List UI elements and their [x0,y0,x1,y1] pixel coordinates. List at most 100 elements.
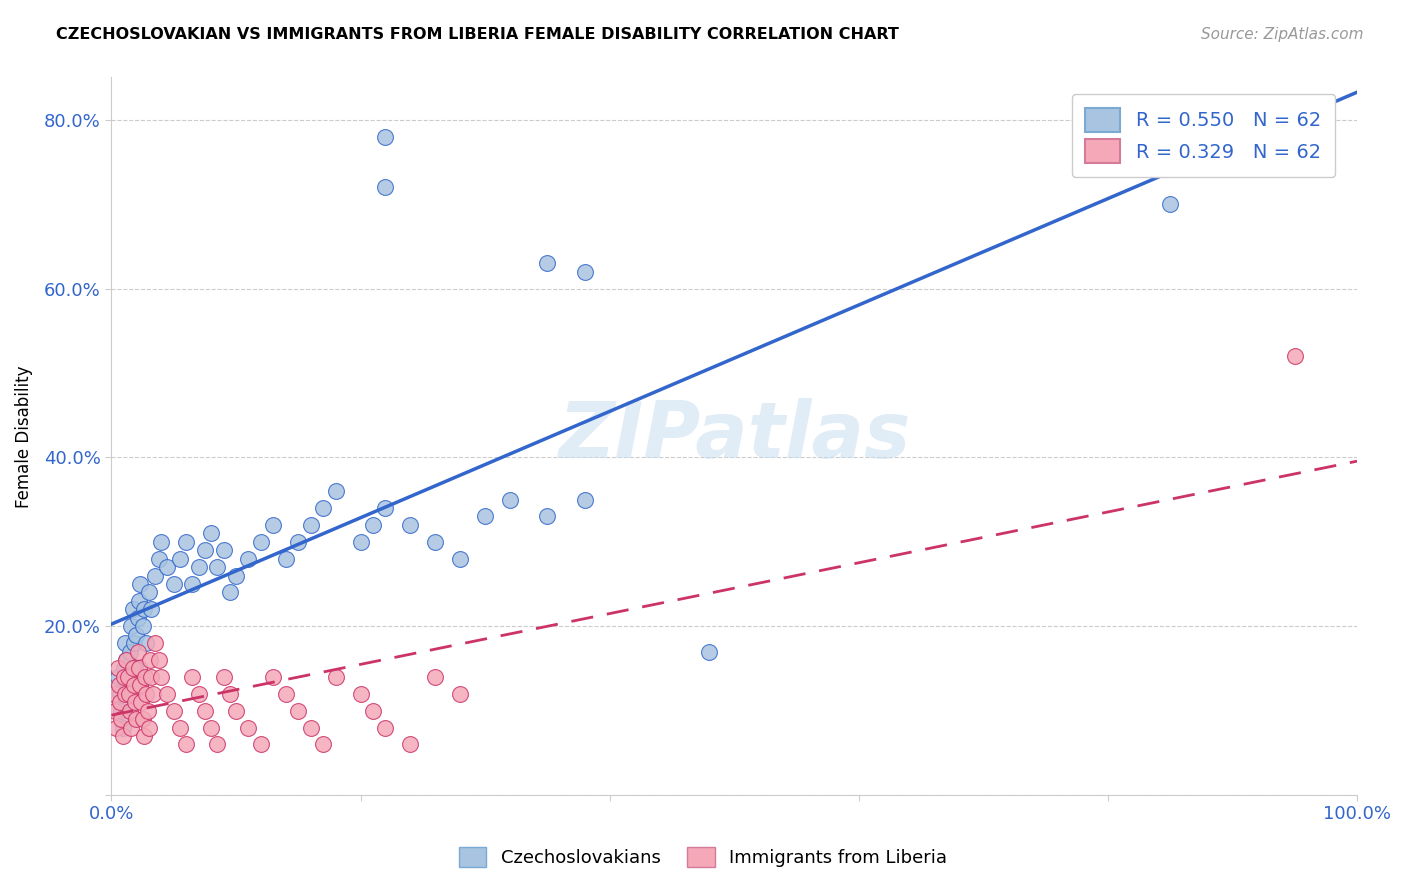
Point [218,687,240,701]
Point [114,687,136,701]
Point [120,619,142,633]
Point [449,551,471,566]
Point [574,265,596,279]
Point [128,594,150,608]
Point [207,560,229,574]
Point [128,661,150,675]
Point [120,704,142,718]
Point [361,704,384,718]
Point [399,517,422,532]
Point [449,687,471,701]
Point [361,517,384,532]
Point [148,653,170,667]
Point [207,738,229,752]
Point [262,670,284,684]
Point [111,721,134,735]
Text: CZECHOSLOVAKIAN VS IMMIGRANTS FROM LIBERIA FEMALE DISABILITY CORRELATION CHART: CZECHOSLOVAKIAN VS IMMIGRANTS FROM LIBER… [56,27,898,42]
Point [124,661,146,675]
Point [132,602,155,616]
Point [274,551,297,566]
Point [150,534,173,549]
Point [108,695,131,709]
Point [120,721,142,735]
Point [143,636,166,650]
Point [574,492,596,507]
Point [108,678,131,692]
Point [118,687,141,701]
Point [156,560,179,574]
Point [374,180,396,194]
Point [1284,349,1306,363]
Point [374,501,396,516]
Point [118,704,141,718]
Point [110,704,132,718]
Point [399,738,422,752]
Point [536,509,558,524]
Point [374,129,396,144]
Text: Source: ZipAtlas.com: Source: ZipAtlas.com [1201,27,1364,42]
Point [129,695,152,709]
Point [112,661,135,675]
Point [169,721,191,735]
Point [105,721,128,735]
Point [110,712,132,726]
Point [697,644,720,658]
Point [225,704,247,718]
Point [134,670,156,684]
Point [194,543,217,558]
Point [169,551,191,566]
Point [212,543,235,558]
Point [107,670,129,684]
Point [115,653,138,667]
Point [425,670,447,684]
Point [121,661,143,675]
Point [174,534,197,549]
Point [141,687,163,701]
Point [136,704,159,718]
Point [150,670,173,684]
Point [122,636,145,650]
Point [129,678,152,692]
Point [299,721,322,735]
Point [299,517,322,532]
Point [262,517,284,532]
Point [218,585,240,599]
Point [115,653,138,667]
Point [121,602,143,616]
Point [148,551,170,566]
Point [1159,197,1181,211]
Point [127,611,149,625]
Point [104,704,127,718]
Point [200,526,222,541]
Point [349,534,371,549]
Legend: Czechoslovakians, Immigrants from Liberia: Czechoslovakians, Immigrants from Liberi… [451,839,955,874]
Point [181,577,204,591]
Legend: R = 0.550   N = 62, R = 0.329   N = 62: R = 0.550 N = 62, R = 0.329 N = 62 [1071,95,1334,177]
Point [108,687,131,701]
Point [187,687,209,701]
Point [174,738,197,752]
Point [117,687,139,701]
Point [474,509,496,524]
Point [143,568,166,582]
Point [374,721,396,735]
Point [274,687,297,701]
Point [129,577,152,591]
Point [117,670,139,684]
Point [132,729,155,743]
Point [325,670,347,684]
Point [111,729,134,743]
Point [124,695,146,709]
Point [120,644,142,658]
Point [131,619,153,633]
Point [238,721,260,735]
Point [122,678,145,692]
Point [135,636,157,650]
Point [499,492,522,507]
Point [287,704,309,718]
Point [200,721,222,735]
Point [125,627,148,641]
Point [312,738,335,752]
Point [181,670,204,684]
Point [425,534,447,549]
